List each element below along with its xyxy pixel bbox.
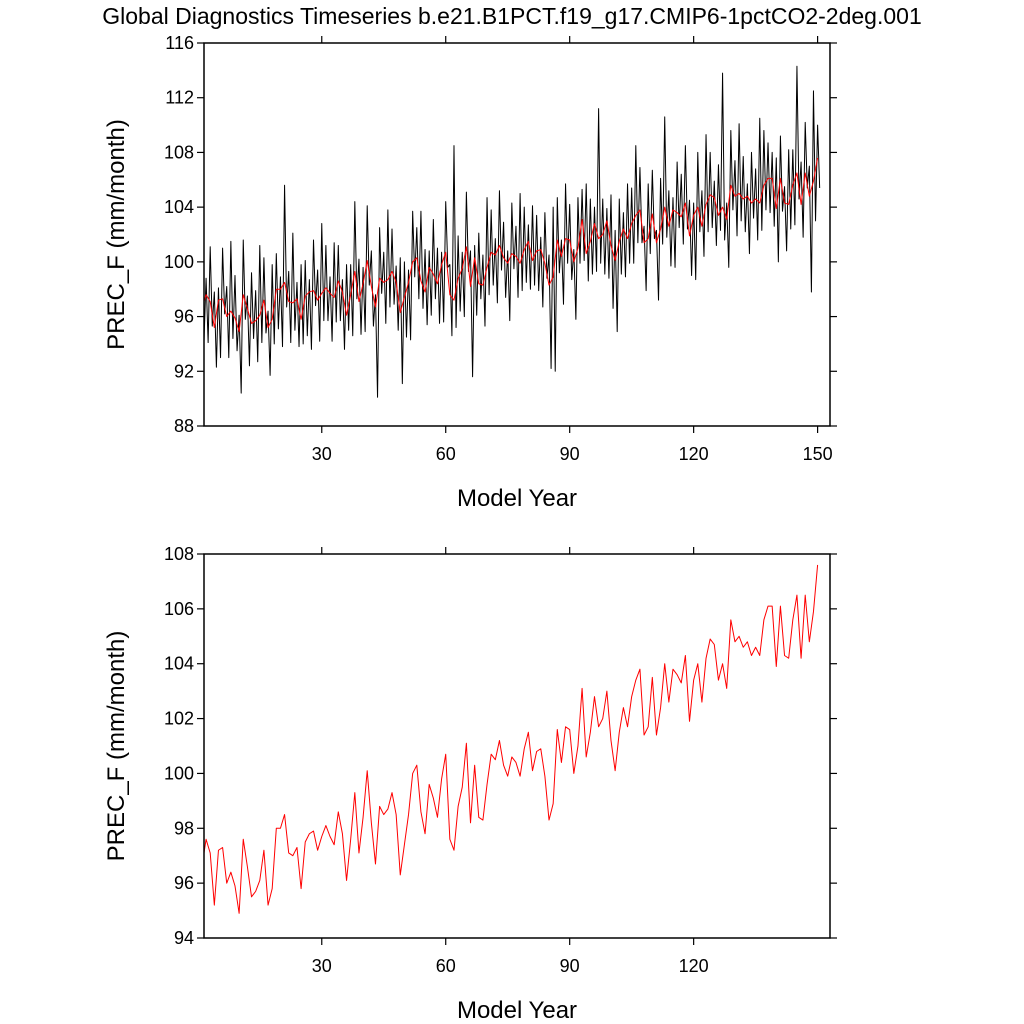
y-axis-label: PREC_F (mm/month)	[103, 631, 130, 862]
y-tick-label: 116	[165, 33, 194, 53]
chart-title: Global Diagnostics Timeseries b.e21.B1PC…	[102, 3, 922, 29]
plot-frame	[203, 553, 831, 939]
x-axis-label: Model Year	[457, 997, 577, 1024]
y-tick-label: 88	[174, 416, 194, 436]
y-tick-label: 98	[174, 818, 194, 838]
y-tick-label: 108	[164, 142, 194, 162]
x-tick-label: 30	[312, 444, 332, 464]
data-line	[204, 564, 819, 914]
data-line	[204, 157, 819, 333]
y-tick-label: 92	[174, 361, 194, 381]
x-tick-label: 150	[803, 444, 833, 464]
y-tick-label: 94	[174, 928, 194, 948]
y-axis-label: PREC_F (mm/month)	[103, 119, 130, 350]
plot-frame	[203, 42, 831, 427]
y-tick-label: 102	[164, 709, 194, 729]
x-tick-label: 90	[560, 956, 580, 976]
plot: Global Diagnostics Timeseries b.e21.B1PC…	[102, 3, 922, 512]
y-tick-label: 106	[164, 599, 194, 619]
plot: 94 96 98 100 102 104 106 108 30 60 90 120 Model Year…	[103, 544, 837, 1024]
x-tick-label: 120	[679, 444, 709, 464]
x-axis-label: Model Year	[457, 485, 577, 512]
y-tick-label: 96	[174, 307, 194, 327]
y-tick-label: 112	[165, 88, 194, 108]
data-line	[204, 65, 821, 398]
y-tick-label: 100	[164, 763, 194, 783]
y-tick-label: 104	[164, 654, 194, 674]
x-tick-label: 30	[312, 956, 332, 976]
y-tick-label: 100	[164, 252, 194, 272]
x-tick-label: 120	[679, 956, 709, 976]
y-tick-label: 96	[174, 873, 194, 893]
x-tick-label: 60	[436, 956, 456, 976]
x-tick-label: 60	[436, 444, 456, 464]
y-tick-label: 104	[164, 197, 194, 217]
x-tick-label: 90	[560, 444, 580, 464]
y-tick-label: 108	[164, 544, 194, 564]
